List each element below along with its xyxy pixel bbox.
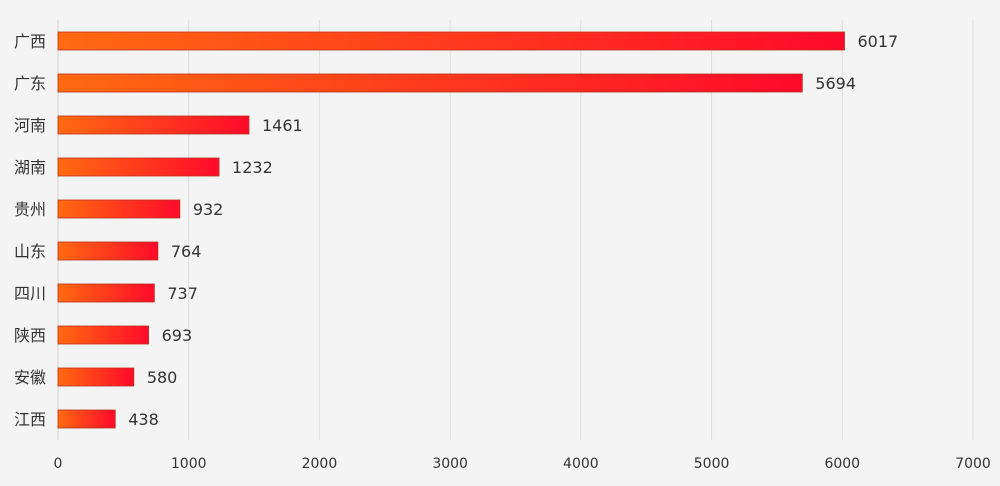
category-label: 陕西 [14, 326, 46, 345]
data-label: 438 [128, 410, 159, 429]
bar [57, 157, 220, 177]
x-tick-label: 2000 [302, 456, 338, 472]
labels: 0 1000 2000 3000 4000 5000 6000 7000 广西 6017 广东 569… [14, 32, 991, 472]
category-label: 江西 [14, 410, 46, 429]
category-label: 安徽 [14, 368, 46, 387]
category-label: 广东 [14, 74, 46, 93]
bar [57, 325, 149, 345]
bar [57, 409, 116, 429]
x-tick-label: 4000 [563, 456, 599, 472]
data-label: 693 [162, 326, 193, 345]
data-label: 6017 [858, 32, 899, 51]
data-label: 932 [193, 200, 224, 219]
bar [57, 241, 159, 261]
data-label: 5694 [815, 74, 856, 93]
bar [57, 367, 135, 387]
data-label: 1232 [232, 158, 273, 177]
data-label: 580 [147, 368, 178, 387]
x-tick-label: 1000 [171, 456, 207, 472]
x-tick-label: 6000 [824, 456, 860, 472]
category-label: 河南 [14, 116, 46, 135]
category-label: 山东 [14, 242, 46, 261]
bars [57, 31, 845, 429]
category-label: 湖南 [14, 158, 46, 177]
data-label: 737 [167, 284, 198, 303]
x-tick-label: 5000 [694, 456, 730, 472]
bar [57, 73, 803, 93]
bar [57, 115, 250, 135]
bar [57, 199, 181, 219]
data-label: 764 [171, 242, 202, 261]
x-tick-label: 3000 [432, 456, 468, 472]
category-label: 广西 [14, 32, 46, 51]
data-label: 1461 [262, 116, 303, 135]
bar [57, 31, 845, 51]
bar [57, 283, 155, 303]
category-label: 四川 [14, 284, 46, 303]
x-tick-label: 7000 [955, 456, 991, 472]
category-label: 贵州 [14, 200, 46, 219]
x-tick-label: 0 [54, 456, 63, 472]
